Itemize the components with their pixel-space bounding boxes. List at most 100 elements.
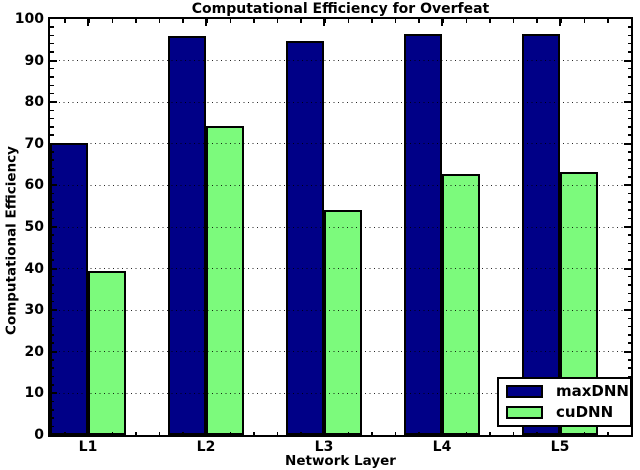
major-xtick-l5 [559,428,561,435]
major-xtick-l1 [87,428,89,435]
minor-ytick [627,284,631,286]
minor-ytick [627,292,631,295]
minor-xtick [276,19,279,23]
minor-xtick [583,19,586,23]
minor-ytick [50,234,54,236]
minor-ytick [627,26,631,28]
minor-ytick [50,242,54,245]
minor-xtick [489,431,491,435]
major-ytick [624,309,631,312]
minor-ytick [50,409,54,411]
xtick-label-l3: L3 [314,439,334,455]
minor-ytick [50,42,54,45]
gridline-y-90 [50,60,631,62]
xtick-label-l4: L4 [432,439,452,455]
minor-ytick [50,192,54,195]
minor-ytick [50,26,54,28]
gridline-y-70 [50,143,631,145]
minor-ytick [627,242,631,245]
bar-maxdnn-l1 [50,143,88,435]
minor-ytick [50,109,54,112]
minor-ytick [627,234,631,236]
minor-ytick [627,92,631,95]
gridline-y-80 [50,101,631,103]
minor-ytick [50,201,54,203]
minor-ytick [50,167,54,170]
minor-xtick [300,19,302,23]
minor-xtick [607,431,609,435]
minor-ytick [50,367,54,369]
minor-ytick [50,126,54,128]
major-xtick-l4 [441,428,443,435]
minor-ytick [50,300,54,303]
minor-xtick [607,19,609,23]
xtick-label-l2: L2 [196,439,216,455]
minor-xtick [347,431,350,435]
major-xtick-l4 [441,19,443,26]
minor-ytick [50,259,54,261]
minor-ytick [50,375,54,378]
minor-ytick [627,359,631,361]
minor-ytick [50,84,54,87]
minor-ytick [50,151,54,153]
major-xtick-l1 [87,19,89,26]
minor-ytick [50,250,54,253]
minor-xtick [394,19,397,23]
minor-ytick [627,201,631,203]
minor-ytick [50,334,54,336]
minor-ytick [627,250,631,253]
minor-ytick [50,400,54,403]
major-ytick [50,142,57,145]
minor-ytick [50,134,54,136]
minor-ytick [50,67,54,70]
minor-ytick [627,176,631,178]
plot-area [48,17,633,437]
cudnn-swatch-icon [506,405,543,419]
legend-row-maxdnn: maxDNN [506,383,629,401]
minor-ytick [627,76,631,78]
minor-xtick [253,431,255,435]
major-ytick [624,184,631,187]
minor-ytick [50,159,54,161]
major-ytick [50,101,57,104]
minor-xtick [512,431,515,435]
minor-xtick [489,19,491,23]
minor-xtick [158,19,161,23]
minor-ytick [50,76,54,78]
x-axis-label: Network Layer [285,453,396,469]
minor-xtick [135,19,137,23]
minor-xtick [394,431,397,435]
legend: maxDNN cuDNN [497,377,632,427]
minor-ytick [627,300,631,303]
bar-maxdnn-l5 [522,34,560,435]
minor-ytick [627,167,631,170]
minor-ytick [627,325,631,328]
major-ytick [624,267,631,270]
minor-xtick [418,431,420,435]
ytick-label-80: 80 [24,94,44,111]
minor-xtick [583,431,586,435]
minor-ytick [627,67,631,70]
ytick-label-100: 100 [14,11,44,27]
minor-ytick [627,367,631,369]
minor-xtick [465,19,468,23]
major-ytick [624,101,631,104]
minor-ytick [50,325,54,328]
major-ytick [624,226,631,228]
bar-maxdnn-l4 [404,34,442,435]
gridline-y-20 [50,351,631,353]
ytick-label-90: 90 [24,52,44,69]
minor-ytick [50,117,54,120]
minor-ytick [50,384,54,386]
legend-label-cudnn: cuDNN [556,402,614,421]
ytick-label-0: 0 [34,427,44,443]
maxdnn-swatch-icon [506,385,543,399]
ytick-label-70: 70 [24,135,44,152]
major-xtick-l2 [205,19,207,26]
minor-ytick [50,359,54,361]
minor-xtick [418,19,420,23]
major-ytick [50,309,57,312]
minor-xtick [111,19,114,23]
gridline-y-50 [50,226,631,228]
